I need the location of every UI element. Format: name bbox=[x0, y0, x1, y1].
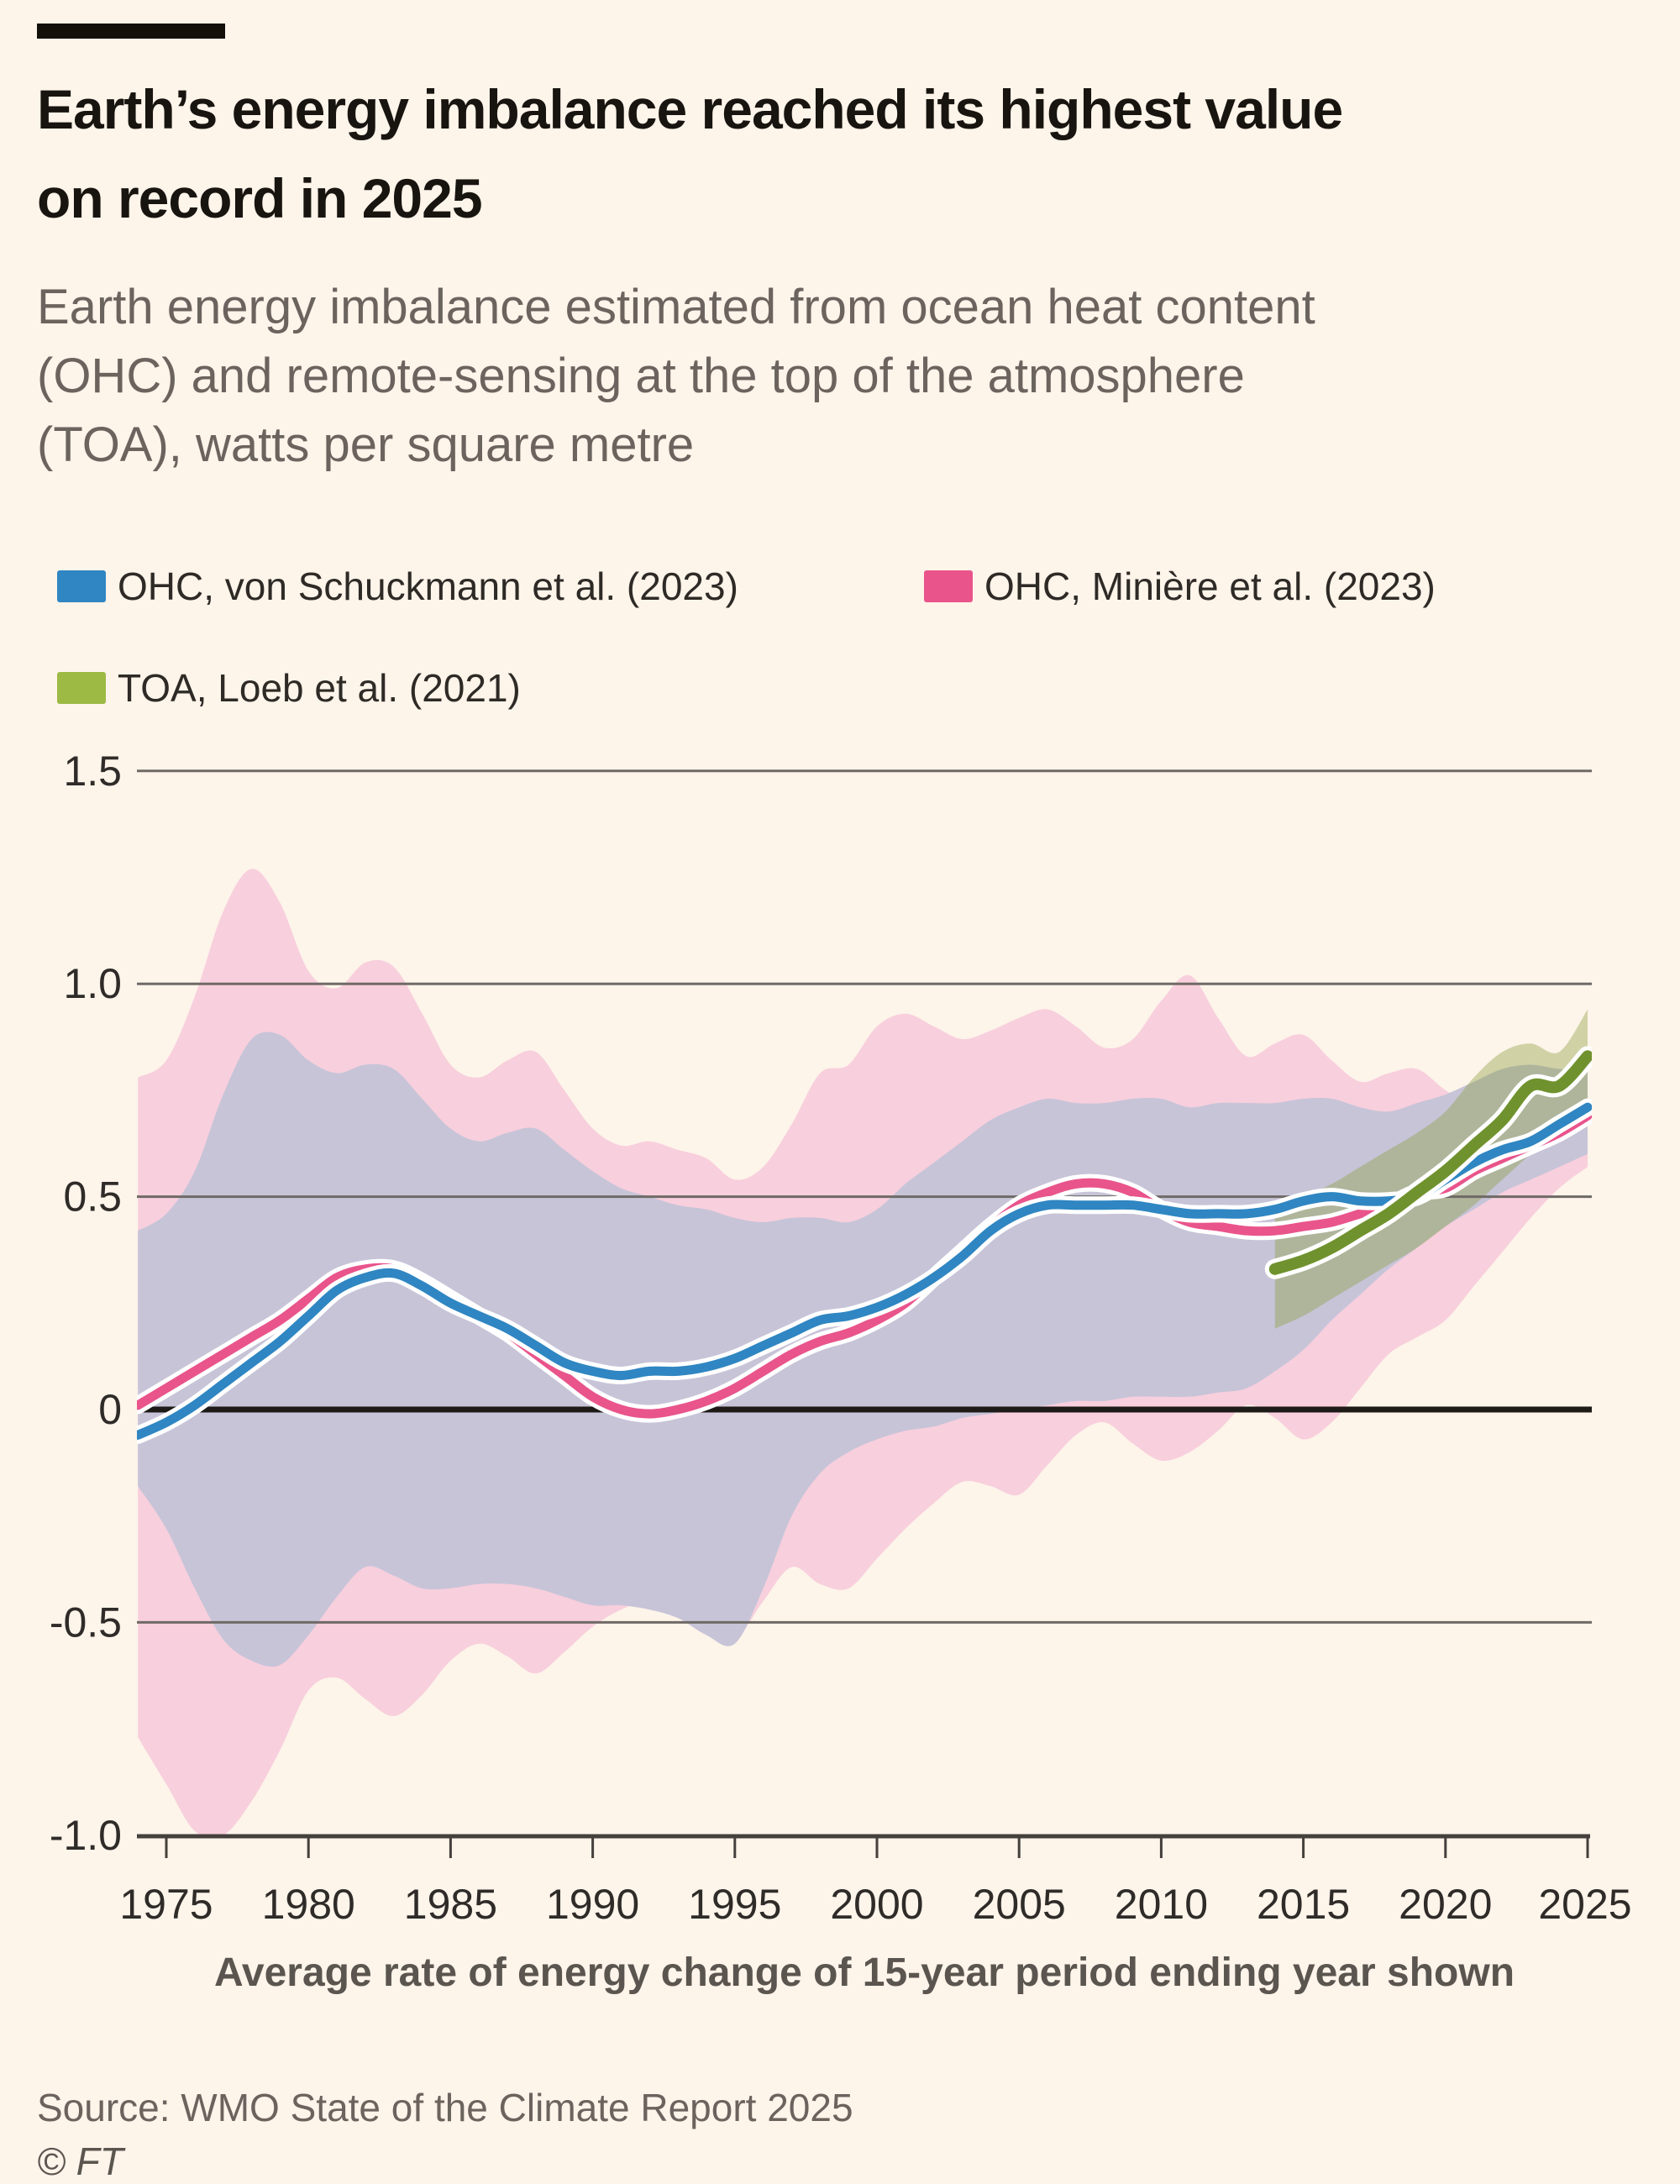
chart-subtitle-line1: Earth energy imbalance estimated from oc… bbox=[37, 280, 1315, 334]
x-tick-label: 2015 bbox=[1257, 1881, 1350, 1928]
x-tick-label: 1985 bbox=[404, 1881, 497, 1928]
ohc-von-schuckmann-line bbox=[137, 1098, 1592, 1444]
x-tick-label: 2020 bbox=[1399, 1881, 1492, 1928]
ohc-von-schuckmann-line-stroke bbox=[137, 1102, 1592, 1440]
page-title-line1: Earth’s energy imbalance reached its hig… bbox=[37, 78, 1343, 140]
headline-accent-bar bbox=[37, 24, 225, 39]
toa-loeb-band bbox=[1274, 1009, 1588, 1329]
toa-loeb-line-stroke bbox=[1268, 1050, 1592, 1275]
x-tick-label: 2000 bbox=[830, 1881, 923, 1928]
legend-swatch-pink bbox=[924, 570, 973, 602]
legend-item-ohc-von-schuckmann: OHC, von Schuckmann et al. (2023) bbox=[57, 564, 738, 608]
x-tick-label: 1975 bbox=[119, 1881, 213, 1928]
x-tick-label: 2010 bbox=[1115, 1881, 1208, 1928]
chart-subtitle-line3: (TOA), watts per square metre bbox=[37, 417, 695, 472]
y-tick-label: 1.0 bbox=[63, 960, 122, 1007]
toa-loeb-line bbox=[1264, 1046, 1592, 1279]
x-tick-label: 1980 bbox=[262, 1881, 355, 1928]
x-axis: 1975 1980 1985 1990 1995 2000 2005 2010 2015 2020… bbox=[119, 1834, 1632, 1995]
legend-item-toa-loeb: TOA, Loeb et al. (2021) bbox=[57, 666, 521, 710]
legend-item-ohc-miniere: OHC, Minière et al. (2023) bbox=[924, 564, 1436, 608]
y-tick-label: 0 bbox=[98, 1386, 122, 1433]
legend-label: OHC, von Schuckmann et al. (2023) bbox=[118, 564, 738, 608]
uncertainty-bands bbox=[138, 869, 1588, 1836]
source-note: Source: WMO State of the Climate Report … bbox=[37, 2086, 853, 2129]
x-axis-caption: Average rate of energy change of 15-year… bbox=[214, 1950, 1515, 1995]
x-tick-label: 1995 bbox=[688, 1881, 781, 1928]
page-title-line2: on record in 2025 bbox=[37, 167, 483, 229]
legend-swatch-blue bbox=[57, 570, 106, 602]
y-tick-label: 1.5 bbox=[63, 748, 122, 795]
y-axis-labels: 1.5 1.0 0.5 0 -0.5 -1.0 bbox=[50, 748, 122, 1859]
y-tick-label: -1.0 bbox=[50, 1812, 122, 1859]
x-tick-label: 2005 bbox=[973, 1881, 1066, 1928]
x-tick-label: 1990 bbox=[546, 1881, 639, 1928]
legend-label: OHC, Minière et al. (2023) bbox=[984, 564, 1436, 608]
legend-swatch-green bbox=[57, 672, 106, 704]
chart-subtitle-line2: (OHC) and remote-sensing at the top of t… bbox=[37, 349, 1245, 403]
ohc-von-schuckmann-band bbox=[138, 1032, 1588, 1667]
y-tick-label: 0.5 bbox=[63, 1173, 122, 1221]
y-tick-label: -0.5 bbox=[50, 1599, 122, 1646]
ft-credit: © FT bbox=[37, 2139, 123, 2183]
legend-label: TOA, Loeb et al. (2021) bbox=[118, 666, 521, 710]
x-tick-label: 2025 bbox=[1538, 1881, 1631, 1928]
